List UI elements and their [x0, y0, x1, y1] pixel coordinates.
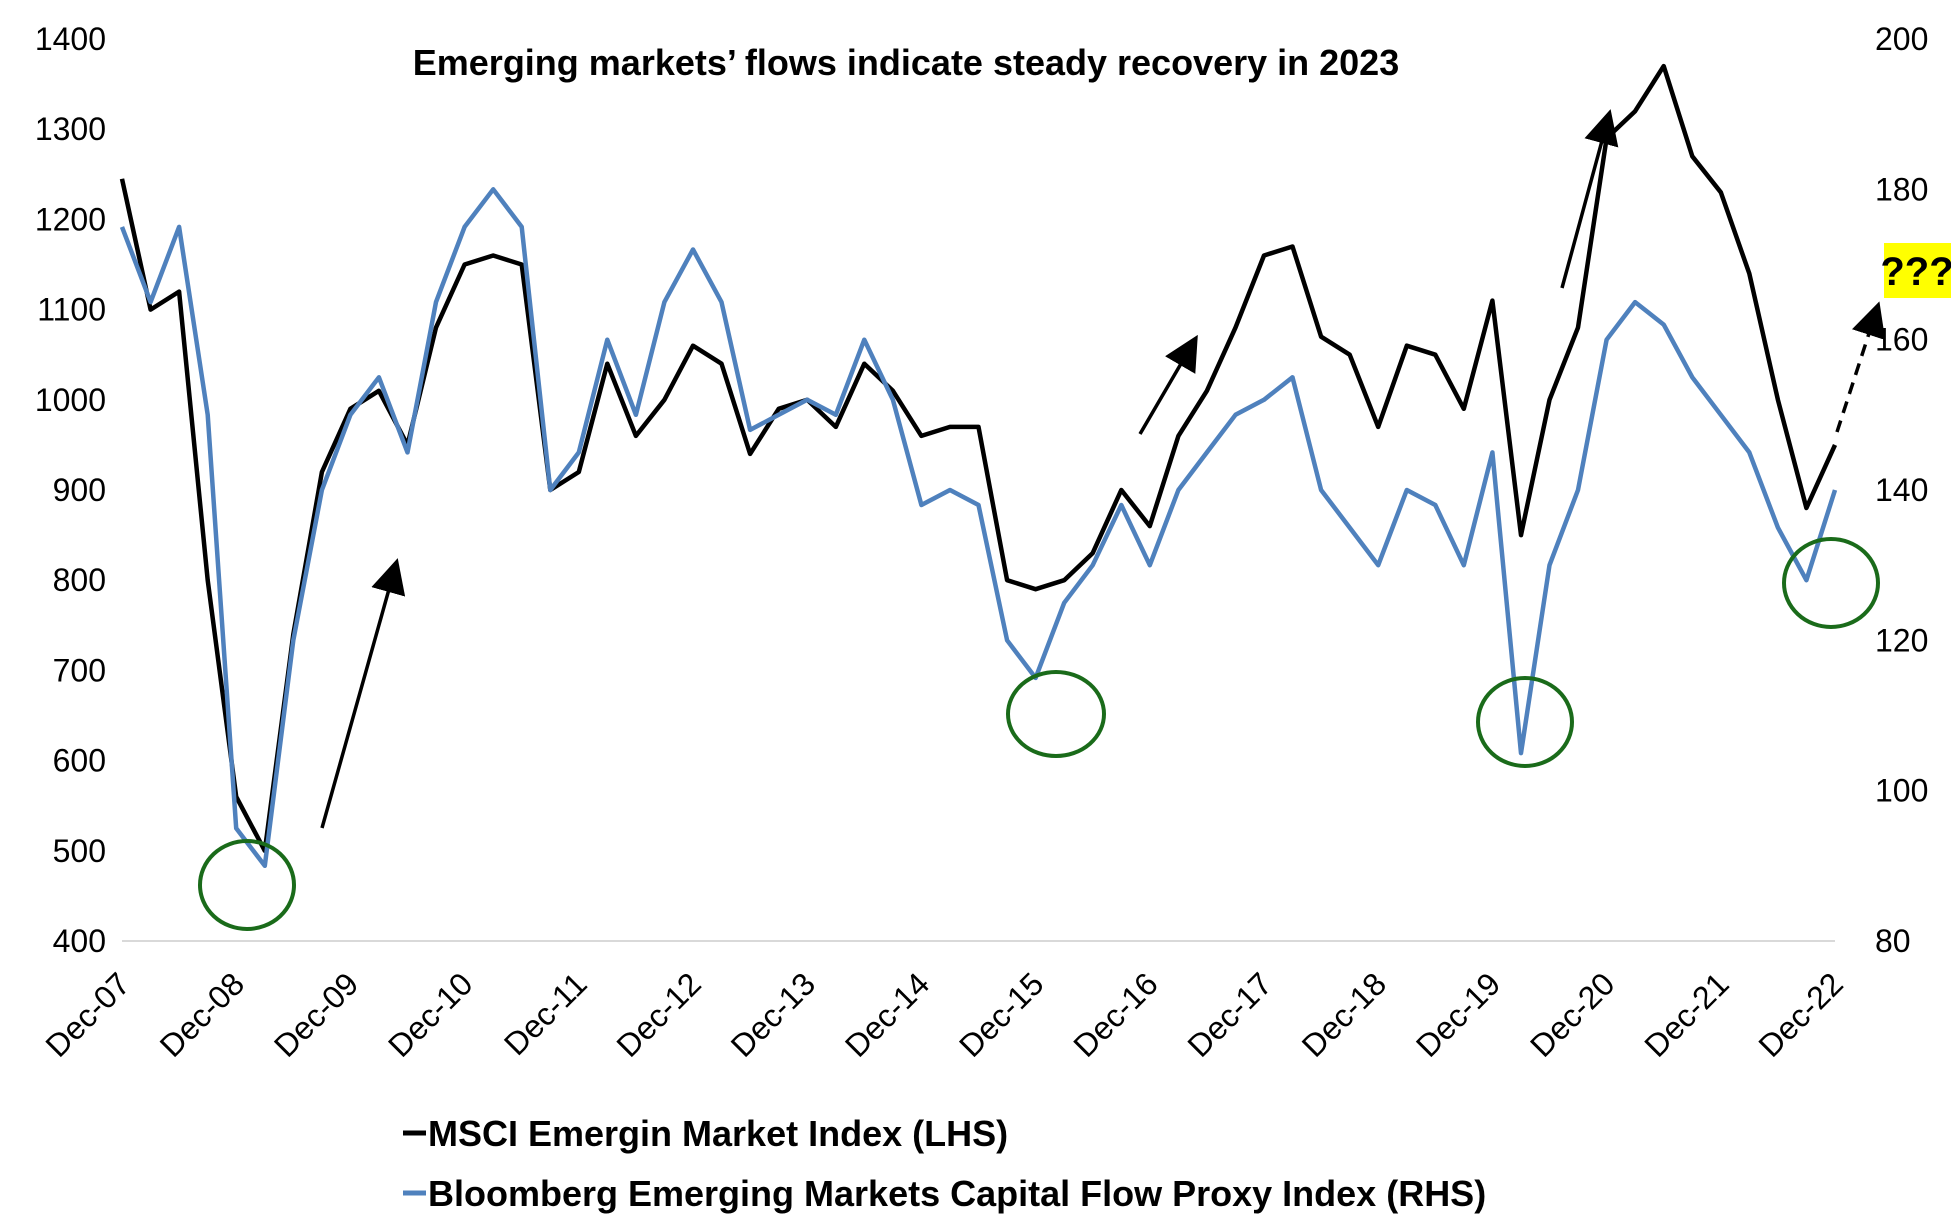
- x-tick-label: Dec-17: [1181, 965, 1279, 1063]
- arrow-recovery-2009: [322, 575, 393, 828]
- left-tick-label: 900: [53, 472, 106, 508]
- left-tick-label: 400: [53, 923, 106, 959]
- x-tick-label: Dec-15: [952, 965, 1050, 1063]
- left-axis-ticks: 400 500 600 700 800 900 1000 1100 1200 1300 1400: [35, 21, 106, 959]
- right-tick-label: 100: [1875, 773, 1928, 809]
- left-tick-label: 1300: [35, 111, 106, 147]
- left-tick-label: 1200: [35, 201, 106, 237]
- x-tick-label: Dec-11: [497, 965, 594, 1062]
- series-lines: [122, 66, 1835, 866]
- trough-circle-2015: [1008, 672, 1104, 756]
- right-tick-label: 140: [1875, 472, 1928, 508]
- arrow-recovery-2016: [1140, 350, 1189, 434]
- question-label: ???: [1880, 250, 1951, 294]
- left-tick-label: 1400: [35, 21, 106, 57]
- left-tick-label: 1100: [37, 292, 106, 328]
- x-tick-label: Dec-09: [267, 965, 365, 1063]
- x-tick-label: Dec-12: [610, 965, 708, 1063]
- right-axis-ticks: 80 100 120 140 160 180 200: [1875, 21, 1928, 959]
- x-tick-label: Dec-16: [1066, 965, 1164, 1063]
- legend-label-msci: MSCI Emergin Market Index (LHS): [428, 1113, 1008, 1154]
- left-tick-label: 800: [53, 562, 106, 598]
- right-tick-label: 120: [1875, 622, 1928, 658]
- x-tick-label: Dec-13: [724, 965, 822, 1063]
- x-tick-label: Dec-21: [1637, 965, 1735, 1063]
- arrow-dashed-forecast: [1837, 318, 1874, 432]
- x-tick-label: Dec-14: [838, 965, 936, 1063]
- left-tick-label: 500: [53, 833, 106, 869]
- legend-label-bloomberg: Bloomberg Emerging Markets Capital Flow …: [428, 1173, 1486, 1214]
- trough-circle-2008: [200, 841, 294, 929]
- left-tick-label: 600: [53, 743, 106, 779]
- series-line-msci: [122, 66, 1835, 851]
- legend: MSCI Emergin Market Index (LHS) Bloomber…: [403, 1113, 1486, 1214]
- arrow-recovery-2020: [1562, 126, 1606, 288]
- left-tick-label: 700: [53, 652, 106, 688]
- x-tick-label: Dec-18: [1295, 965, 1393, 1063]
- right-tick-label: 200: [1875, 21, 1928, 57]
- right-tick-label: 160: [1875, 322, 1928, 358]
- right-tick-label: 180: [1875, 171, 1928, 207]
- right-tick-label: 80: [1875, 923, 1911, 959]
- x-tick-label: Dec-07: [39, 965, 137, 1063]
- series-line-bloomberg: [122, 189, 1835, 866]
- left-tick-label: 1000: [35, 382, 106, 418]
- x-tick-label: Dec-10: [381, 965, 479, 1063]
- annotations: ???: [200, 126, 1951, 929]
- trough-circle-2022: [1784, 539, 1878, 627]
- x-tick-label: Dec-19: [1409, 965, 1507, 1063]
- x-tick-label: Dec-20: [1523, 965, 1621, 1063]
- x-tick-label: Dec-22: [1752, 965, 1850, 1063]
- x-tick-label: Dec-08: [153, 965, 251, 1063]
- chart-title: Emerging markets’ flows indicate steady …: [413, 42, 1399, 83]
